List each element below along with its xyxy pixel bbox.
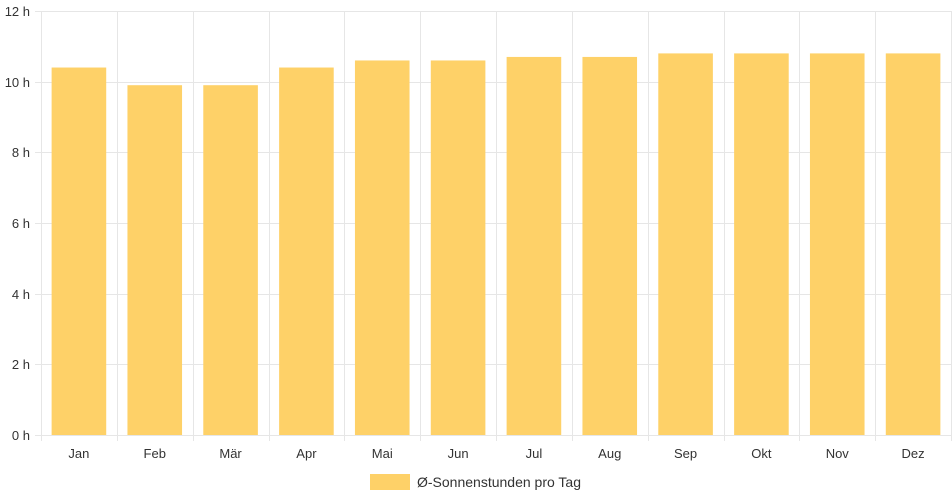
x-tick-label: Mär — [219, 446, 242, 461]
legend-swatch — [370, 474, 410, 490]
x-tick-label: Okt — [751, 446, 772, 461]
bar-mai[interactable] — [354, 60, 410, 435]
grid-lines — [35, 11, 952, 441]
y-tick-label: 4 h — [12, 287, 30, 302]
x-tick-label: Jan — [68, 446, 89, 461]
x-tick-label: Apr — [296, 446, 317, 461]
x-tick-label: Jul — [526, 446, 543, 461]
bar-okt[interactable] — [734, 53, 789, 436]
y-tick-label: 6 h — [12, 216, 30, 231]
bar-jul[interactable] — [506, 56, 562, 435]
x-tick-label: Nov — [826, 446, 850, 461]
bar-mär[interactable] — [203, 85, 258, 435]
legend[interactable]: Ø-Sonnenstunden pro Tag — [370, 474, 581, 490]
bar-nov[interactable] — [809, 53, 865, 436]
x-axis-ticks: Jan Feb Mär Apr Mai Jun Jul Aug Sep Okt Nov Dez — [68, 446, 924, 461]
y-tick-label: 8 h — [12, 145, 30, 160]
y-tick-label: 2 h — [12, 357, 30, 372]
bars — [51, 53, 941, 436]
x-tick-label: Feb — [144, 446, 166, 461]
x-tick-label: Sep — [674, 446, 697, 461]
bar-jun[interactable] — [430, 60, 486, 435]
bar-aug[interactable] — [582, 56, 638, 435]
y-tick-label: 0 h — [12, 428, 30, 443]
bar-jan[interactable] — [51, 67, 107, 436]
bar-dez[interactable] — [885, 53, 941, 436]
y-tick-label: 10 h — [5, 75, 30, 90]
x-tick-label: Aug — [598, 446, 621, 461]
y-tick-label: 12 h — [5, 4, 30, 19]
bar-apr[interactable] — [279, 67, 334, 436]
x-tick-label: Mai — [372, 446, 393, 461]
legend-label: Ø-Sonnenstunden pro Tag — [417, 474, 581, 490]
bar-feb[interactable] — [127, 85, 183, 435]
x-tick-label: Jun — [448, 446, 469, 461]
x-tick-label: Dez — [902, 446, 925, 461]
y-axis-ticks: 0 h 2 h 4 h 6 h 8 h 10 h 12 h — [5, 4, 30, 443]
bar-sep[interactable] — [658, 53, 713, 436]
